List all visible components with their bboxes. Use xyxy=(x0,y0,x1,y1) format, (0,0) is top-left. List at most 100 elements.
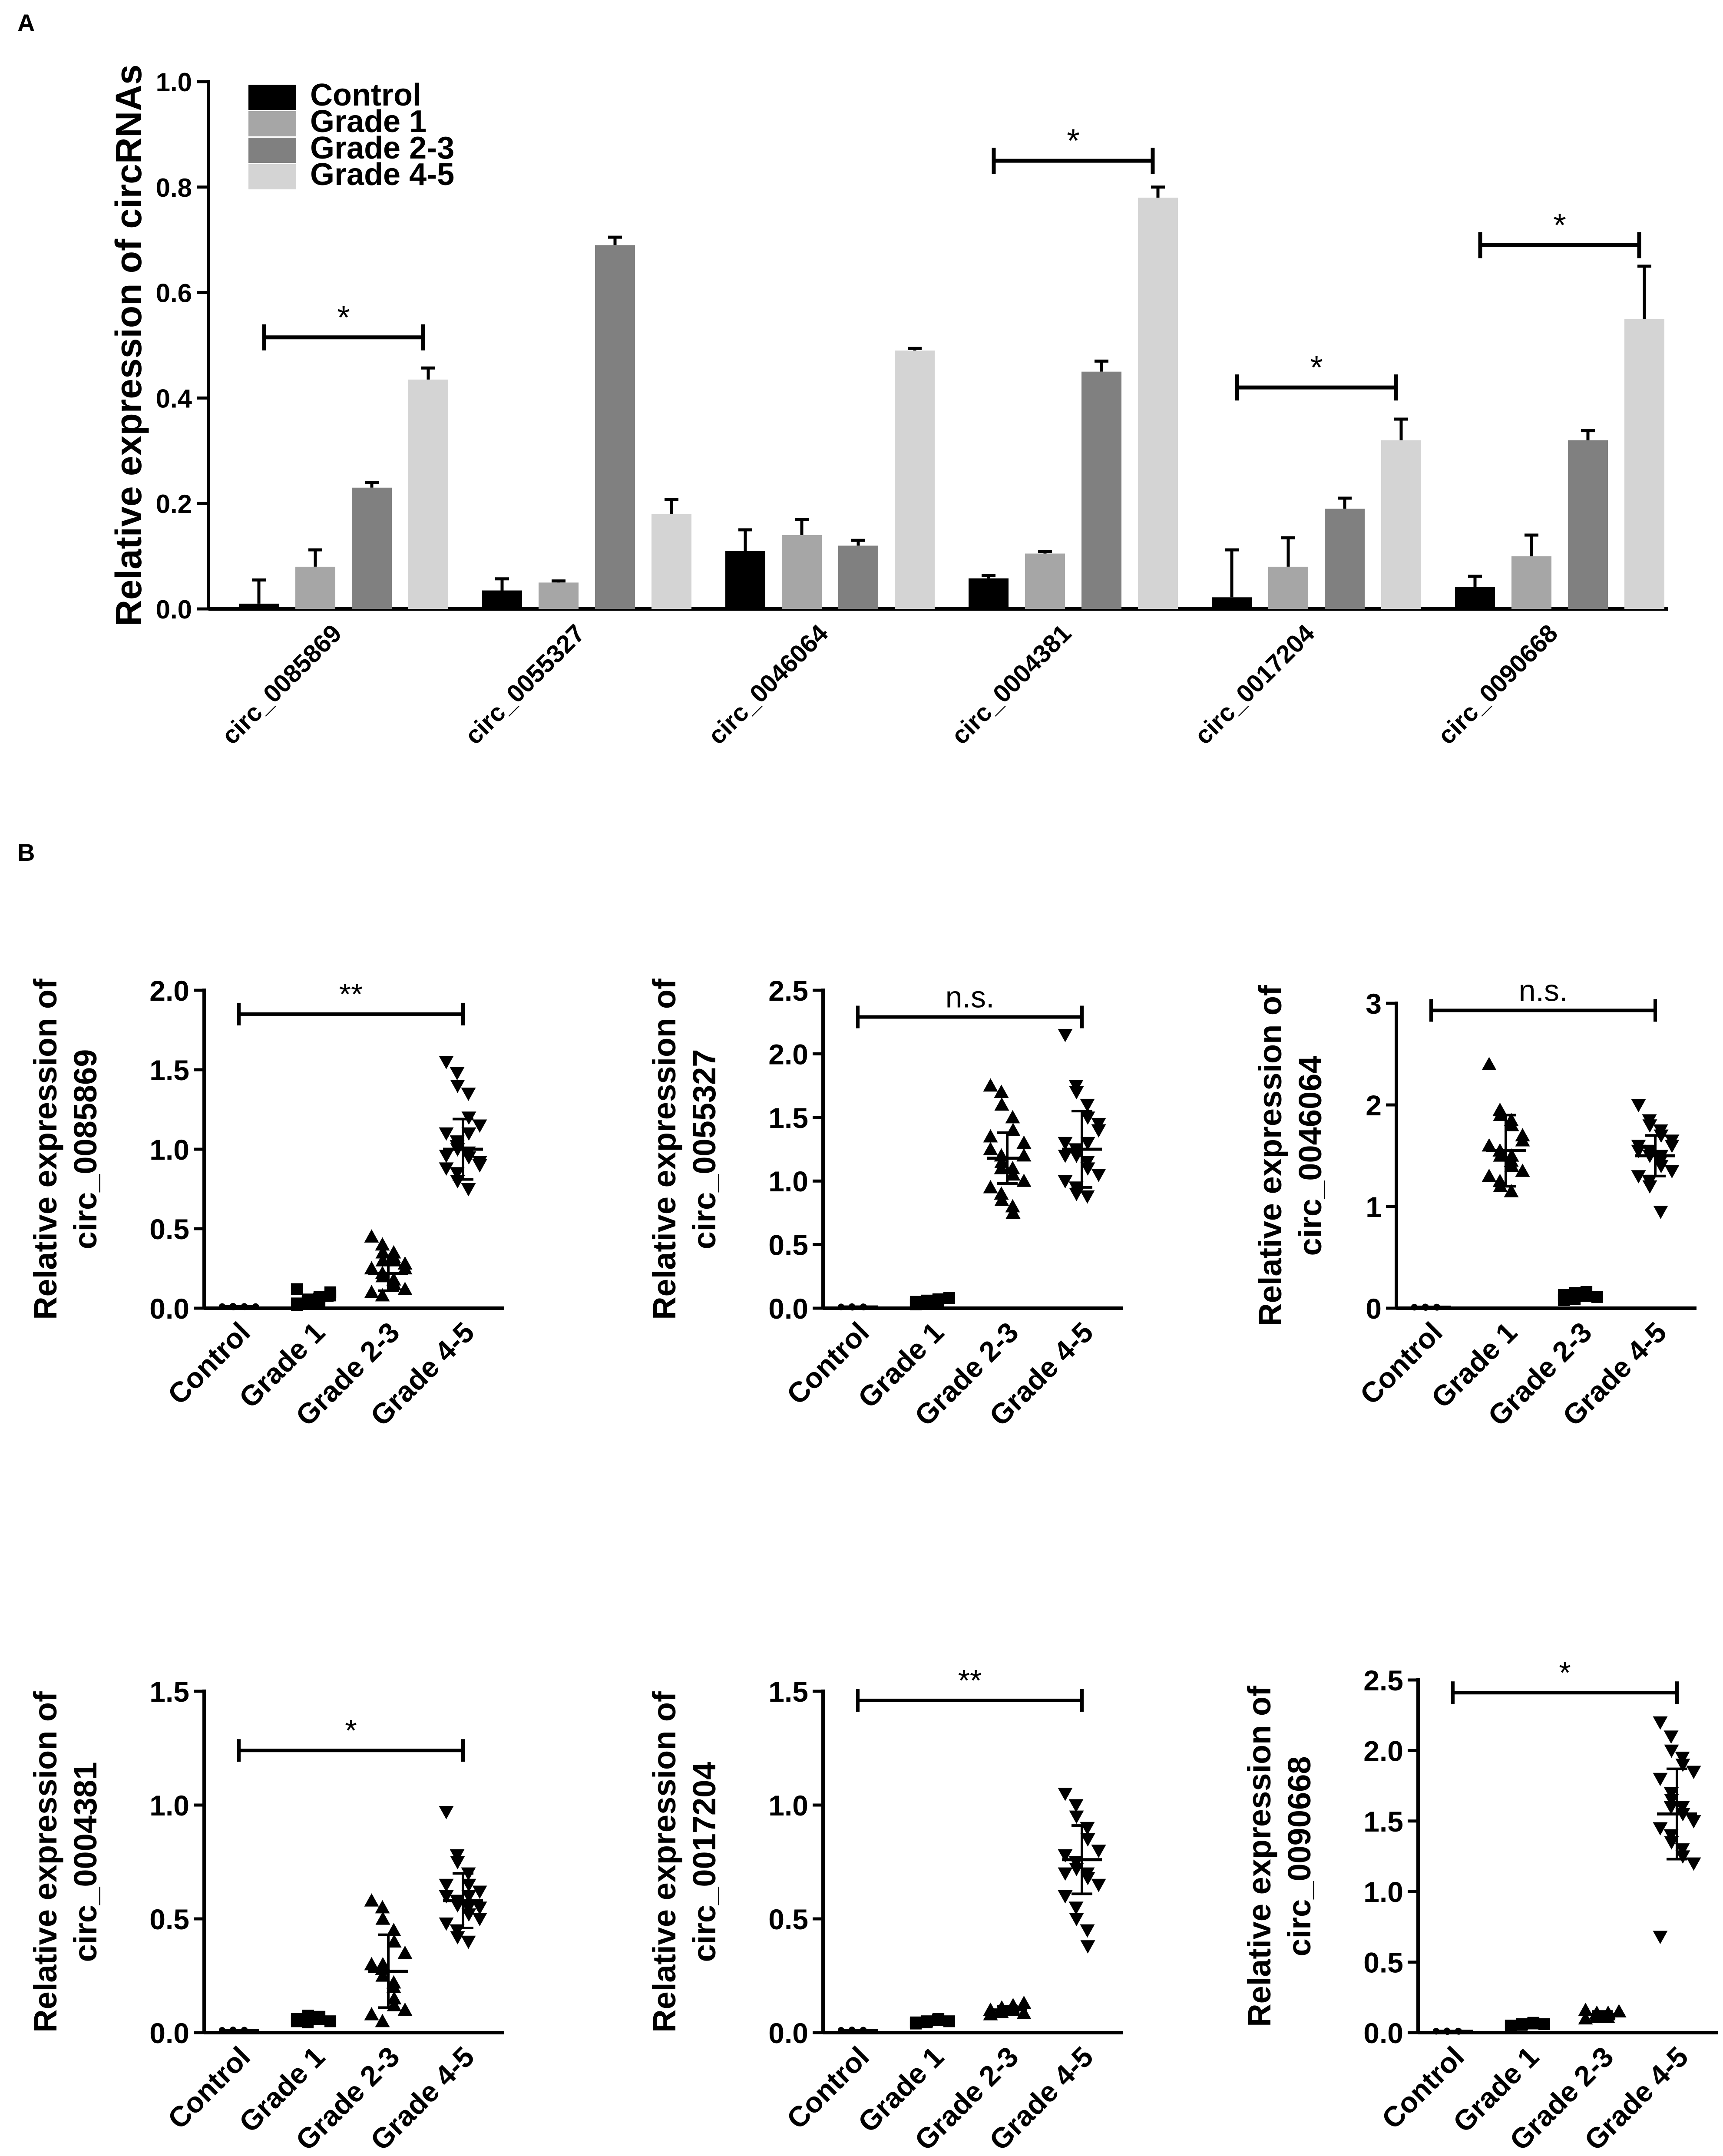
chart-b2-scatter: 0.0 0.5 1.0 1.5 2.0 2.5 Relative expression of… xyxy=(646,975,1123,1432)
data-point xyxy=(375,1269,390,1283)
y-tick-label: 0.5 xyxy=(768,1903,808,1935)
legend-entry: Grade 1 xyxy=(310,104,427,139)
data-point xyxy=(387,1253,402,1266)
data-point xyxy=(1654,1160,1669,1174)
y-tick-label: 0.2 xyxy=(156,489,192,519)
data-point xyxy=(1080,1098,1095,1112)
data-point xyxy=(450,1899,465,1913)
data-point xyxy=(450,1931,465,1944)
data-point xyxy=(450,1140,465,1154)
data-point xyxy=(439,1878,454,1892)
bar xyxy=(969,578,1009,609)
data-point xyxy=(386,1975,401,1989)
bar xyxy=(239,603,279,609)
data-point xyxy=(1504,1158,1519,1172)
data-point xyxy=(1653,1931,1668,1944)
data-point xyxy=(994,1161,1009,1174)
data-point xyxy=(994,1085,1009,1098)
data-point xyxy=(1653,1822,1668,1836)
y-axis-label-line2: circ_0090668 xyxy=(1281,1756,1317,1957)
data-point xyxy=(439,1127,454,1141)
data-point xyxy=(461,1890,476,1904)
data-point xyxy=(364,1957,379,1971)
y-tick-label: 0.0 xyxy=(768,1293,808,1325)
y-axis-label-line1: Relative expression of xyxy=(27,1691,63,2033)
data-point xyxy=(994,1097,1009,1111)
y-tick-label: 0.5 xyxy=(1363,1947,1403,1979)
data-point xyxy=(1005,1110,1020,1124)
data-point xyxy=(1005,1167,1021,1181)
y-tick-label: 1.0 xyxy=(149,1134,189,1166)
data-point xyxy=(472,1119,487,1133)
y-tick-label: 1.0 xyxy=(768,1789,808,1822)
significance-label: ** xyxy=(958,1663,982,1697)
y-tick-label: 2.0 xyxy=(1363,1735,1403,1767)
data-point xyxy=(461,1901,476,1915)
data-point xyxy=(461,1183,476,1197)
y-tick-label: 0.5 xyxy=(149,1213,189,1245)
y-tick-label: 0.0 xyxy=(1363,2017,1403,2049)
panel-label-a: A xyxy=(17,9,35,36)
legend-swatch xyxy=(248,85,296,110)
y-tick-label: 3 xyxy=(1366,988,1382,1020)
x-category-label: circ_0017204 xyxy=(1189,619,1320,750)
data-point xyxy=(1653,1206,1668,1219)
data-point xyxy=(472,1913,487,1926)
y-tick-label: 0.5 xyxy=(149,1903,189,1935)
data-point xyxy=(1664,1787,1679,1800)
bar xyxy=(838,546,878,609)
y-axis-label-line2: circ_0085869 xyxy=(67,1049,103,1250)
bar xyxy=(651,514,691,609)
bar xyxy=(725,551,765,609)
legend-swatch xyxy=(248,164,296,189)
data-point xyxy=(1664,1165,1680,1179)
data-point xyxy=(397,1261,413,1275)
y-axis-label-line1: Relative expression of xyxy=(27,979,63,1320)
significance-label: * xyxy=(1310,349,1323,386)
data-point xyxy=(1080,1833,1095,1847)
data-point xyxy=(1005,1998,1021,2011)
data-point xyxy=(472,1885,487,1899)
data-point xyxy=(450,1167,465,1181)
data-point xyxy=(364,1285,379,1298)
data-point xyxy=(1482,1168,1497,1182)
bar xyxy=(1325,509,1365,609)
data-point xyxy=(364,1893,379,1907)
data-point xyxy=(1080,1162,1095,1176)
y-tick-label: 0 xyxy=(1366,1293,1382,1325)
data-point xyxy=(983,1078,998,1092)
data-point xyxy=(1504,1184,1519,1197)
data-point xyxy=(1080,1190,1095,1204)
data-point xyxy=(450,1849,465,1863)
data-point xyxy=(1675,1850,1690,1864)
data-point xyxy=(1005,1205,1021,1219)
x-category-label: circ_0085869 xyxy=(216,619,347,750)
data-point xyxy=(1069,1187,1084,1201)
y-tick-label: 1.5 xyxy=(149,1676,189,1708)
data-point xyxy=(1675,1801,1690,1815)
chart-b6-scatter: 0.0 0.5 1.0 1.5 2.0 2.5 Relative expression of… xyxy=(1241,1656,1718,2156)
bar xyxy=(295,566,335,609)
data-point xyxy=(1578,2003,1593,2016)
y-axis-label-line1: Relative expression of xyxy=(646,979,682,1320)
y-axis-label-line2: circ_0055327 xyxy=(686,1049,722,1250)
data-point xyxy=(1069,1913,1084,1926)
data-point xyxy=(1058,1788,1073,1801)
data-point xyxy=(450,1067,465,1081)
y-tick-label: 2.5 xyxy=(768,975,808,1007)
data-point xyxy=(439,1917,454,1931)
data-point xyxy=(1091,1168,1106,1182)
y-tick-label: 0.0 xyxy=(149,2017,189,2049)
data-point xyxy=(1091,1845,1106,1858)
data-point xyxy=(1664,1140,1680,1153)
data-point xyxy=(461,1935,476,1949)
data-point xyxy=(291,1283,303,1295)
data-point xyxy=(1482,1138,1497,1152)
data-point xyxy=(1663,1730,1679,1744)
data-point xyxy=(983,1129,998,1143)
data-point xyxy=(1068,1901,1084,1915)
data-point xyxy=(461,1878,476,1892)
data-point xyxy=(994,1186,1009,1200)
